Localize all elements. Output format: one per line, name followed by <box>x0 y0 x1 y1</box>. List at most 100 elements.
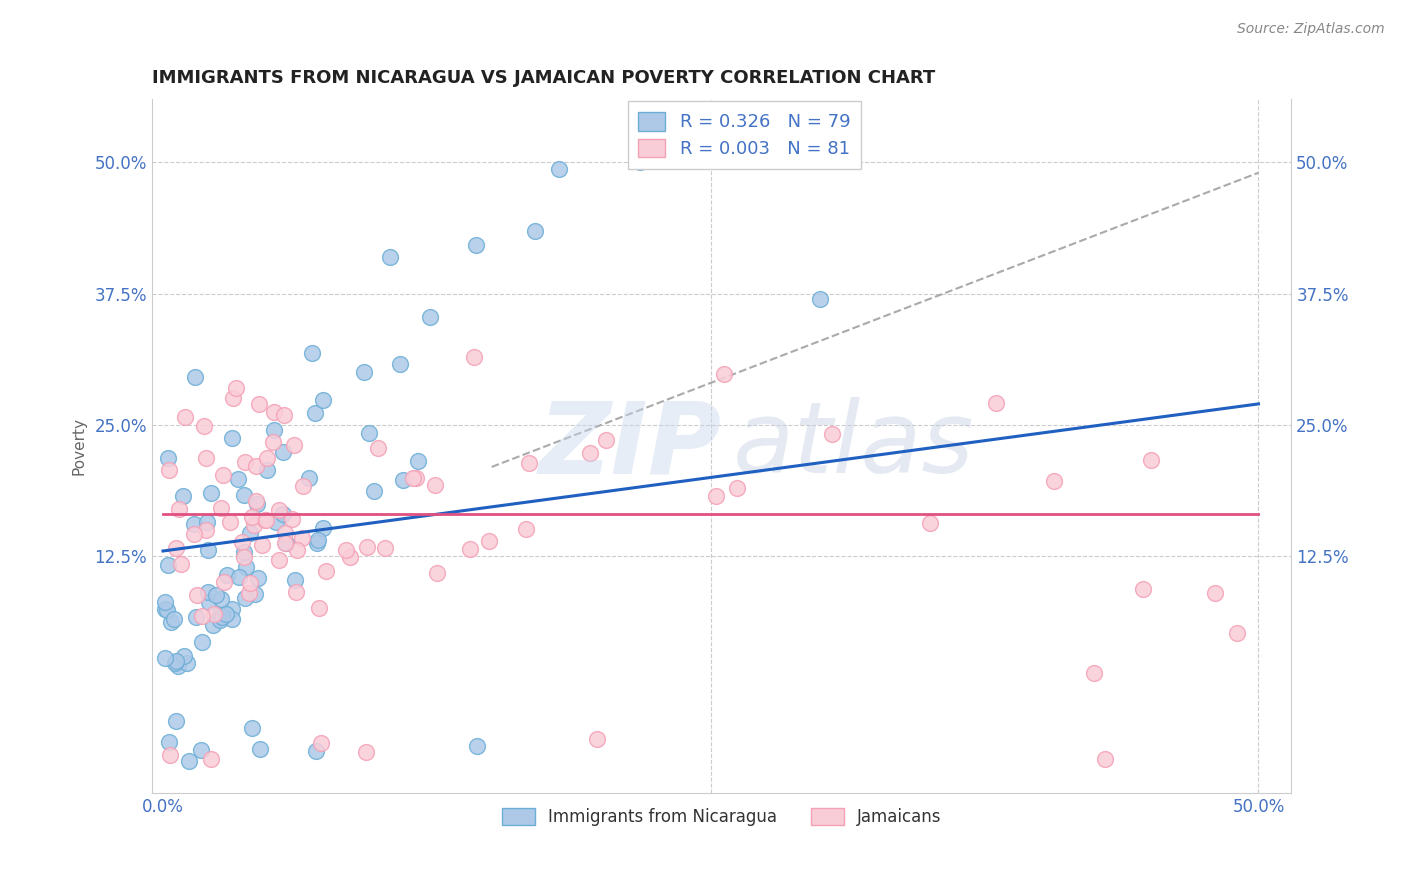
Point <box>239 576 262 591</box>
Point <box>256 463 278 477</box>
Point <box>201 617 224 632</box>
Point <box>283 438 305 452</box>
Point <box>242 517 264 532</box>
Point <box>233 454 256 468</box>
Point <box>301 346 323 360</box>
Point <box>208 608 231 623</box>
Point <box>1083 665 1105 680</box>
Point <box>239 525 262 540</box>
Point <box>578 446 600 460</box>
Point <box>291 479 314 493</box>
Point <box>219 515 242 529</box>
Point <box>291 531 314 545</box>
Point <box>284 573 307 587</box>
Point <box>183 527 205 541</box>
Point <box>274 526 297 541</box>
Point <box>157 462 180 476</box>
Point <box>515 522 537 536</box>
Point <box>704 489 727 503</box>
Point <box>478 534 501 549</box>
Point <box>157 735 180 749</box>
Point <box>425 566 447 581</box>
Point <box>225 381 247 395</box>
Point <box>548 161 571 176</box>
Point <box>713 368 735 382</box>
Point <box>157 558 180 573</box>
Point <box>1204 586 1226 600</box>
Point <box>176 656 198 670</box>
Point <box>195 515 218 529</box>
Point <box>256 451 278 466</box>
Point <box>304 406 326 420</box>
Point <box>354 745 377 759</box>
Point <box>221 392 243 406</box>
Point <box>183 517 205 532</box>
Point <box>214 575 236 590</box>
Point <box>184 370 207 384</box>
Point <box>177 754 200 768</box>
Point <box>167 659 190 673</box>
Text: IMMIGRANTS FROM NICARAGUA VS JAMAICAN POVERTY CORRELATION CHART: IMMIGRANTS FROM NICARAGUA VS JAMAICAN PO… <box>152 69 935 87</box>
Point <box>285 543 308 558</box>
Point <box>172 489 194 503</box>
Point <box>193 418 215 433</box>
Point <box>274 535 297 549</box>
Point <box>232 550 254 565</box>
Point <box>184 609 207 624</box>
Point <box>221 602 243 616</box>
Point <box>163 612 186 626</box>
Point <box>209 500 232 515</box>
Point <box>233 545 256 559</box>
Point <box>238 586 260 600</box>
Point <box>167 502 190 516</box>
Point <box>406 454 429 468</box>
Point <box>153 595 176 609</box>
Point <box>159 615 181 630</box>
Point <box>1132 582 1154 597</box>
Point <box>153 601 176 615</box>
Point <box>285 584 308 599</box>
Point <box>312 521 335 535</box>
Point <box>246 497 269 511</box>
Point <box>191 635 214 649</box>
Point <box>378 250 401 264</box>
Point <box>221 612 243 626</box>
Text: Source: ZipAtlas.com: Source: ZipAtlas.com <box>1237 22 1385 37</box>
Point <box>200 752 222 766</box>
Point <box>252 538 274 552</box>
Point <box>202 607 225 622</box>
Point <box>245 494 267 508</box>
Point <box>215 607 238 621</box>
Point <box>153 650 176 665</box>
Point <box>240 509 263 524</box>
Point <box>163 656 186 670</box>
Point <box>262 434 284 449</box>
Point <box>339 549 361 564</box>
Point <box>1094 752 1116 766</box>
Legend: Immigrants from Nicaragua, Jamaicans: Immigrants from Nicaragua, Jamaicans <box>495 801 949 833</box>
Point <box>423 478 446 492</box>
Point <box>311 736 333 750</box>
Point <box>263 423 285 437</box>
Point <box>628 155 651 169</box>
Point <box>165 714 187 728</box>
Point <box>245 459 267 474</box>
Point <box>233 488 256 502</box>
Point <box>357 425 380 440</box>
Point <box>274 535 297 549</box>
Point <box>231 535 253 549</box>
Point <box>467 739 489 754</box>
Point <box>254 513 277 527</box>
Point <box>391 473 413 487</box>
Point <box>307 535 329 549</box>
Text: ZIP: ZIP <box>538 398 721 494</box>
Point <box>194 451 217 466</box>
Point <box>595 433 617 447</box>
Point <box>356 540 378 554</box>
Point <box>243 587 266 601</box>
Point <box>208 613 231 627</box>
Point <box>195 523 218 537</box>
Point <box>307 533 329 548</box>
Point <box>200 486 222 500</box>
Point <box>228 569 250 583</box>
